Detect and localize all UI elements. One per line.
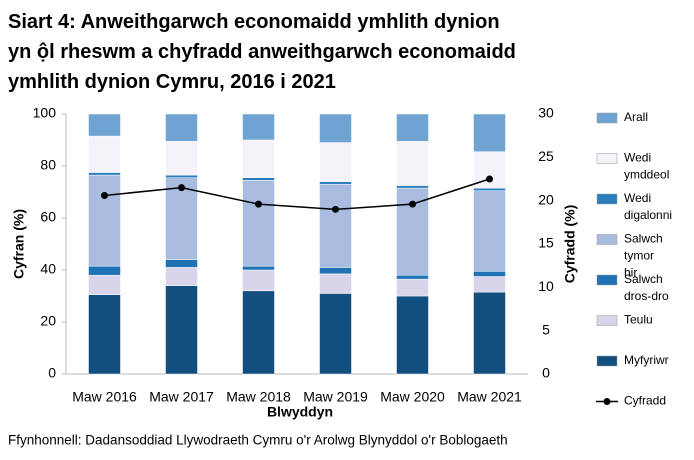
bar-segment [242, 180, 275, 267]
y-tick-label: 100 [33, 105, 57, 121]
bar-segment [88, 113, 121, 137]
bar-segment [88, 174, 121, 267]
bar-segment [319, 267, 352, 275]
x-tick-label: Maw 2018 [226, 389, 291, 405]
legend-label: Wedi digalonni [624, 191, 672, 222]
bar-segment [319, 181, 352, 185]
line-point [486, 175, 493, 183]
line-point [255, 200, 262, 208]
bar-segment [242, 113, 275, 141]
bar-segment [319, 142, 352, 182]
y-tick-label: 40 [40, 261, 56, 277]
bar-segment [88, 265, 121, 276]
legend-label: Myfyriwr [624, 353, 669, 367]
legend-swatch [596, 153, 618, 164]
bar-segment [242, 265, 275, 271]
x-tick-label: Maw 2017 [149, 389, 214, 405]
bar-segment [88, 274, 121, 295]
bar-segment [396, 141, 429, 186]
line-point [178, 184, 185, 192]
bar-segment [88, 294, 121, 375]
y2-tick-label: 15 [538, 235, 554, 251]
legend-label: Wedi ymddeol [624, 151, 669, 182]
bar-segment [165, 267, 198, 286]
bar-segment [319, 293, 352, 375]
bar-segment [165, 177, 198, 260]
legend-swatch [596, 274, 618, 286]
bar-segment [396, 185, 429, 189]
line-point [409, 200, 416, 208]
bar-segment [396, 113, 429, 142]
bar-segment [165, 285, 198, 375]
legend-swatch [596, 234, 618, 245]
y-tick-label: 20 [40, 313, 56, 329]
legend-label: Salwch tymor hir [624, 232, 663, 280]
legend-swatch [596, 315, 618, 326]
bar-segment [319, 113, 352, 143]
bar-segment [396, 278, 429, 297]
bar-segment [473, 113, 506, 152]
legend-marker [603, 398, 611, 405]
y2-tick-label: 0 [542, 365, 550, 381]
y-tick-label: 0 [48, 365, 56, 381]
chart-title: Siart 4: Anweithgarwch economaidd ymhlit… [8, 11, 500, 33]
y-tick-label: 60 [40, 209, 56, 225]
bar-segment [396, 274, 429, 280]
legend-label: Cyfradd [624, 394, 666, 408]
line-point [101, 191, 108, 199]
bar-segment [473, 271, 506, 277]
legend-label: Arall [624, 110, 648, 124]
bar-segment [165, 113, 198, 142]
bar-segment [242, 269, 275, 292]
legend-label: Salwch dros-dro [624, 272, 669, 303]
y2-tick-label: 20 [538, 191, 554, 207]
bar-segment [319, 183, 352, 268]
bar-segment [165, 141, 198, 176]
x-tick-label: Maw 2020 [380, 389, 445, 405]
x-tick-label: Maw 2021 [457, 389, 522, 405]
line-point [332, 205, 339, 213]
y2-axis-title: Cyfradd (%) [562, 205, 578, 284]
y2-tick-label: 10 [538, 278, 554, 294]
bar-segment [473, 190, 506, 272]
bar-segment [88, 135, 121, 173]
source: Ffynhonnell: Dadansoddiad Llywodraeth Cy… [8, 433, 508, 448]
bar-segment [319, 273, 352, 294]
chart-title: yn ộl rheswm a chyfradd anweithgarwch ec… [8, 41, 516, 63]
y-axis-title: Cyfran (%) [11, 209, 27, 279]
bar-segment [473, 291, 506, 375]
y2-tick-label: 30 [538, 105, 554, 121]
legend-swatch [596, 193, 618, 205]
y2-tick-label: 25 [538, 148, 554, 164]
x-tick-label: Maw 2016 [72, 389, 137, 405]
y2-tick-label: 5 [542, 321, 550, 337]
legend-swatch [596, 355, 618, 367]
bar-segment [88, 172, 121, 176]
legend-swatch [596, 112, 618, 124]
bar-segment [242, 290, 275, 375]
bar-segment [242, 177, 275, 181]
chart-title: ymhlith dynion Cymru, 2016 i 2021 [8, 71, 336, 93]
bar-segment [165, 174, 198, 178]
bar-segment [242, 139, 275, 178]
bar-segment [396, 295, 429, 375]
bar-segment [473, 276, 506, 293]
x-tick-label: Maw 2019 [303, 389, 368, 405]
line [104, 178, 490, 211]
legend-label: Teulu [624, 313, 653, 327]
y-tick-label: 80 [40, 157, 56, 173]
x-axis-title: Blwyddyn [267, 404, 333, 420]
bar-segment [165, 259, 198, 268]
bar-segment [473, 187, 506, 191]
